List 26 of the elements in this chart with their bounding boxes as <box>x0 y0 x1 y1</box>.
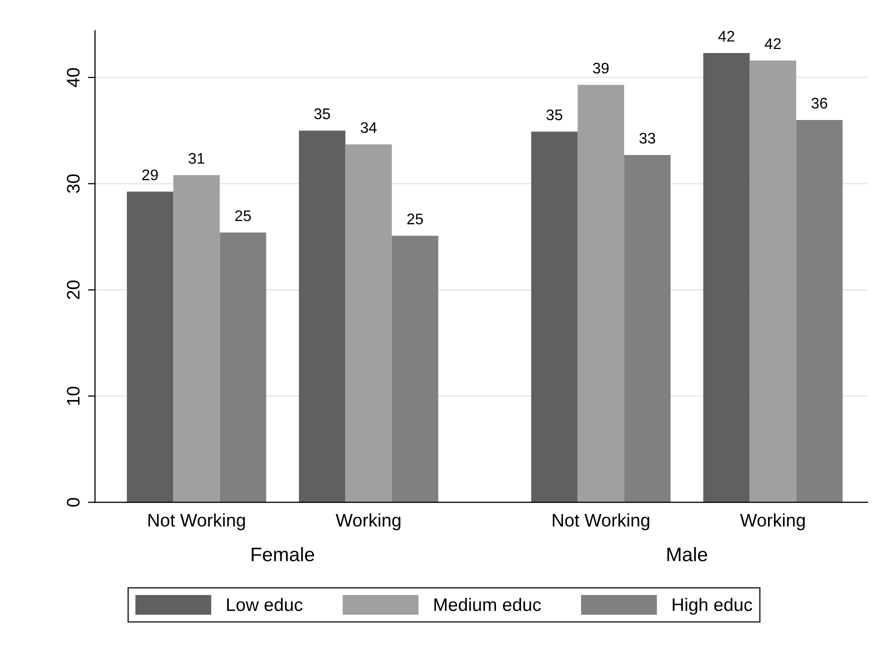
y-tick-label: 20 <box>66 280 80 299</box>
data-label: 25 <box>235 210 251 222</box>
x-tick-label: Not Working <box>148 513 245 530</box>
data-label: 33 <box>639 132 656 144</box>
x-tick-label: Not Working <box>552 513 650 530</box>
data-label: 36 <box>811 98 828 109</box>
y-tick-label: 10 <box>66 386 80 405</box>
data-label: 34 <box>360 122 377 134</box>
text: Male <box>667 547 708 562</box>
legend-label: High educ <box>672 598 752 615</box>
legend-label: Medium educ <box>434 598 541 612</box>
y-tick-label: 40 <box>66 68 80 88</box>
data-label: 39 <box>592 62 609 74</box>
text: Female <box>252 547 314 562</box>
data-label: 25 <box>407 214 423 224</box>
y-tick-label: 0 <box>66 498 80 507</box>
x-tick-label: Working <box>336 513 400 530</box>
data-label: 42 <box>764 38 781 49</box>
x-tick-label: Working <box>740 513 805 530</box>
data-label: 29 <box>142 169 158 180</box>
legend-label: Low educ <box>227 598 302 612</box>
data-label: 35 <box>546 109 562 120</box>
data-label: 35 <box>314 108 330 120</box>
data-label: 42 <box>718 30 734 42</box>
y-tick-label: 30 <box>66 174 80 194</box>
data-label: 31 <box>188 153 204 164</box>
